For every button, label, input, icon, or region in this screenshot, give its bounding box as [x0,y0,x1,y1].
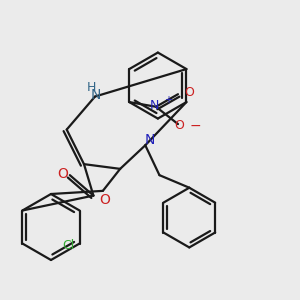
Text: N: N [145,133,155,147]
Text: O: O [175,119,184,132]
Text: Cl: Cl [62,238,75,252]
Text: N: N [90,88,101,102]
Text: −: − [190,118,201,133]
Text: H: H [86,81,96,94]
Text: O: O [99,193,110,207]
Text: O: O [184,86,194,99]
Text: O: O [58,167,68,181]
Text: N: N [150,99,159,112]
Text: +: + [164,95,172,105]
